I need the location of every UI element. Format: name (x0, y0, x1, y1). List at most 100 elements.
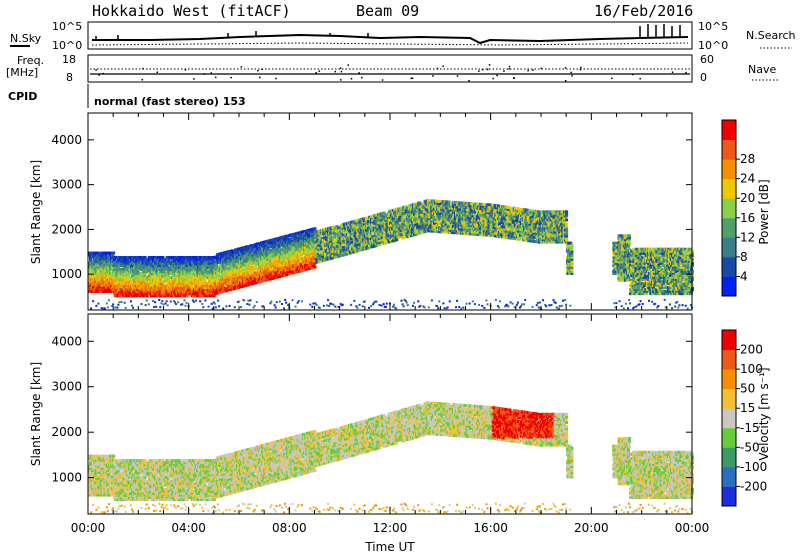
power-cell (436, 305, 439, 308)
power-cell (261, 247, 265, 251)
power-cell (265, 264, 269, 268)
power-cell (259, 263, 263, 267)
power-cell (213, 269, 217, 273)
power-cell (198, 264, 202, 268)
power-cell (168, 288, 172, 292)
power-cell (331, 252, 335, 256)
freq-dot (350, 77, 353, 80)
power-cell (124, 274, 128, 278)
power-cell (253, 243, 257, 247)
power-cell (291, 241, 295, 245)
power-cell (112, 303, 115, 306)
power-cell (124, 306, 127, 309)
power-cell (145, 294, 149, 298)
power-cell (130, 282, 134, 286)
power-cell (103, 307, 106, 310)
power-cell (264, 248, 268, 252)
power-cell (334, 305, 337, 308)
power-cell (221, 282, 225, 286)
power-cell (156, 284, 160, 288)
power-cell (180, 286, 184, 290)
power-cell (218, 260, 222, 264)
freq-dot (564, 67, 567, 69)
power-cell (100, 275, 104, 279)
power-cell (110, 263, 114, 267)
freq-dot (315, 72, 317, 74)
power-cell (206, 276, 210, 280)
power-cell (168, 276, 172, 280)
power-cell (247, 258, 251, 262)
power-cell (233, 264, 237, 268)
power-cell (205, 264, 209, 268)
power-cell (108, 253, 112, 257)
power-cell (153, 280, 157, 284)
freq-dot (381, 79, 384, 81)
power-cell (228, 304, 231, 307)
power-cell (134, 260, 138, 264)
power-cell (132, 274, 136, 278)
power-cell (226, 252, 230, 256)
power-cell (423, 306, 426, 309)
power-cell (202, 272, 206, 276)
power-cell (175, 282, 179, 286)
power-cell (401, 303, 404, 306)
power-cell (285, 269, 289, 273)
power-cell (281, 257, 285, 261)
power-cell (105, 302, 108, 305)
power-cell (102, 275, 106, 279)
power-cell (123, 286, 127, 290)
power-cell (143, 286, 147, 290)
power-cell (220, 252, 224, 256)
power-cell (257, 242, 261, 246)
power-cell (222, 265, 226, 269)
power-cell (157, 266, 161, 270)
power-cell (197, 280, 201, 284)
power-cell (185, 290, 189, 294)
power-cell (279, 258, 283, 262)
power-cell (225, 305, 228, 308)
power-cell (185, 266, 189, 270)
power-cell (227, 258, 231, 262)
power-cell (151, 278, 155, 282)
power-cell (244, 247, 248, 251)
power-cell (185, 284, 189, 288)
power-cell (283, 271, 287, 275)
power-cell (176, 278, 180, 282)
power-cell (129, 280, 133, 284)
power-cell (213, 265, 217, 269)
power-cell (285, 301, 288, 304)
power-cell (100, 253, 104, 257)
power-cell (110, 281, 114, 285)
power-cell (402, 305, 405, 308)
power-cell (256, 256, 260, 260)
power-cell (143, 282, 147, 286)
power-cell (90, 307, 93, 310)
freq-dot (481, 68, 484, 71)
power-cell (262, 305, 265, 308)
power-cell (116, 306, 119, 309)
power-cell (264, 262, 268, 266)
power-cell (235, 251, 239, 255)
freq-panel-frame (87, 54, 693, 83)
power-cell (175, 303, 178, 306)
power-cell (141, 272, 145, 276)
power-cell (326, 255, 330, 259)
power-cell (146, 278, 150, 282)
power-cell (138, 286, 142, 290)
power-cell (122, 270, 126, 274)
power-cell (222, 307, 225, 310)
freq-dot (532, 69, 534, 71)
power-cell (153, 306, 156, 309)
power-cell (257, 254, 261, 258)
power-cell (128, 260, 132, 264)
power-cell (145, 266, 149, 270)
power-cell (206, 294, 210, 298)
power-cell (242, 270, 246, 274)
power-cell (224, 277, 228, 281)
power-cell (147, 256, 151, 260)
power-cell (326, 229, 330, 233)
power-cell (167, 286, 171, 290)
power-cell (269, 302, 272, 305)
power-cell (307, 261, 311, 265)
